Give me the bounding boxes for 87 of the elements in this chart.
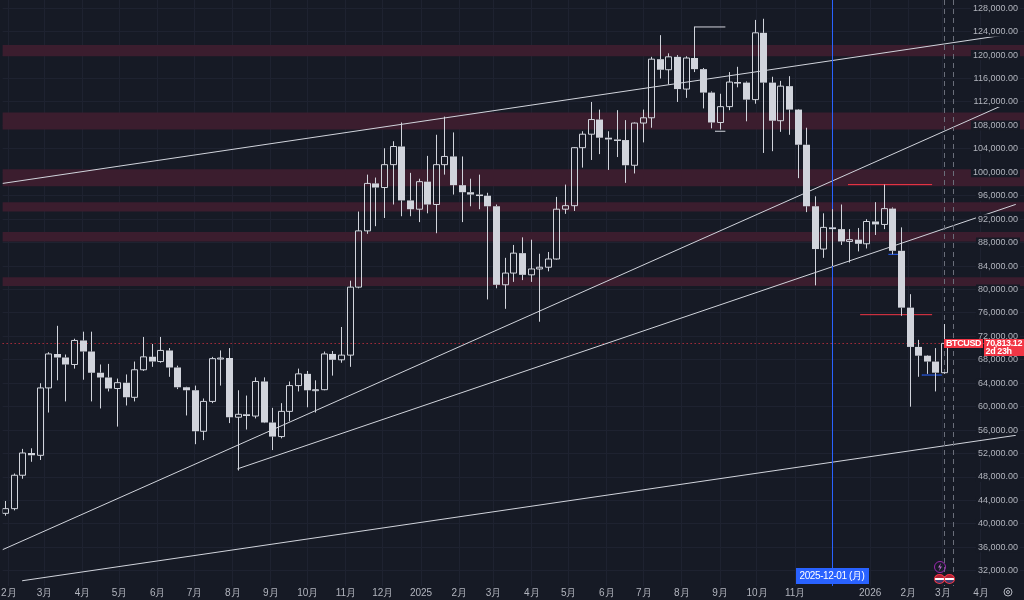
x-tick-label: 4月 (973, 586, 989, 598)
x-tick-label: 9月 (712, 586, 728, 598)
x-tick-label: 6月 (149, 586, 166, 598)
y-tick-label: 56,000.00 (977, 424, 1018, 435)
x-tick-label: 7月 (186, 586, 203, 598)
y-tick-label: 108,000.00 (972, 119, 1018, 130)
x-tick-label: 11月 (784, 586, 806, 598)
candlestick (484, 192, 491, 300)
candlestick (786, 75, 793, 136)
candlestick (338, 326, 345, 364)
x-tick-label: 2月 (900, 586, 917, 598)
x-tick-label: 4月 (523, 586, 540, 598)
x-tick-label: 2月 (451, 586, 467, 598)
candlestick (226, 347, 233, 424)
candlestick (183, 387, 190, 416)
x-tick-label: 10月 (746, 586, 768, 598)
candlestick (166, 347, 173, 378)
y-tick-label: 80,000.00 (977, 283, 1018, 294)
candlestick (743, 82, 750, 122)
y-tick-label: 104,000.00 (972, 143, 1018, 154)
candlestick (803, 127, 810, 213)
candlestick (62, 354, 69, 402)
candlestick (717, 93, 724, 131)
x-tick-label: 8月 (224, 586, 241, 598)
candlestick (381, 147, 388, 219)
y-tick-label: 128,000.00 (972, 2, 1018, 13)
candlestick (88, 331, 95, 402)
x-tick-label: 5月 (560, 586, 577, 598)
x-tick-label: 7月 (635, 586, 652, 598)
candlestick (467, 178, 474, 207)
y-tick-label: 68,000.00 (977, 354, 1018, 365)
x-tick-label: 12月 (372, 586, 394, 598)
x-tick-label: 3月 (485, 586, 502, 598)
x-tick-label: 4月 (74, 586, 91, 598)
y-tick-label: 40,000.00 (977, 518, 1018, 529)
candlestick (450, 131, 457, 196)
x-tick-label: 10月 (297, 586, 319, 598)
candlestick (562, 184, 569, 215)
candlestick (907, 293, 914, 408)
candlestick (795, 109, 802, 179)
x-tick-label: 8月 (674, 586, 690, 598)
x-tick-label: 9月 (263, 586, 279, 598)
y-tick-label: 44,000.00 (977, 494, 1018, 505)
x-tick-label: 5月 (111, 586, 128, 598)
x-tick-label: 3月 (935, 586, 951, 598)
y-tick-label: 100,000.00 (972, 166, 1018, 177)
x-tick-label: 2026 (859, 586, 882, 598)
y-tick-label: 76,000.00 (977, 307, 1018, 318)
candlestick (708, 92, 715, 129)
candlestick (114, 378, 121, 428)
candlestick (269, 407, 276, 451)
y-tick-label: 64,000.00 (977, 377, 1018, 388)
y-tick-label: 92,000.00 (977, 213, 1018, 224)
candlestick (80, 331, 87, 381)
y-tick-label: 48,000.00 (977, 471, 1018, 482)
y-tick-label: 124,000.00 (972, 26, 1018, 37)
y-tick-label: 96,000.00 (977, 190, 1018, 201)
candlestick (915, 339, 922, 378)
candlestick (829, 208, 836, 267)
candlestick (519, 236, 526, 281)
candlestick (459, 155, 466, 223)
candlestick (924, 355, 931, 375)
annotation: 2d 23h (985, 346, 1012, 357)
y-tick-label: 72,000.00 (977, 330, 1018, 341)
x-tick-label: 2月 (1, 586, 17, 598)
y-tick-label: 116,000.00 (973, 73, 1018, 84)
y-tick-label: 120,000.00 (972, 49, 1018, 60)
y-tick-label: 60,000.00 (977, 401, 1018, 412)
y-tick-label: 84,000.00 (977, 260, 1018, 271)
x-tick-label: 3月 (36, 586, 53, 598)
y-tick-label: 88,000.00 (977, 237, 1018, 248)
y-tick-label: 112,000.00 (973, 96, 1018, 107)
candlestick (105, 363, 112, 392)
y-tick-label: 32,000.00 (977, 565, 1018, 576)
x-tick-label: 2025 (409, 586, 433, 598)
x-tick-label: 11月 (335, 586, 357, 598)
candlestick (674, 54, 681, 103)
candlestick (700, 69, 707, 109)
y-tick-label: 52,000.00 (977, 448, 1018, 459)
candlestick (932, 347, 939, 392)
x-tick-label: 6月 (599, 586, 615, 598)
candlestick (407, 172, 414, 217)
ref-line-label: 2025-12-01 (月) (795, 568, 869, 584)
candlestick (140, 336, 147, 371)
y-tick-label: 36,000.00 (977, 541, 1018, 552)
candlestick (898, 226, 905, 317)
candlestick (941, 323, 948, 374)
